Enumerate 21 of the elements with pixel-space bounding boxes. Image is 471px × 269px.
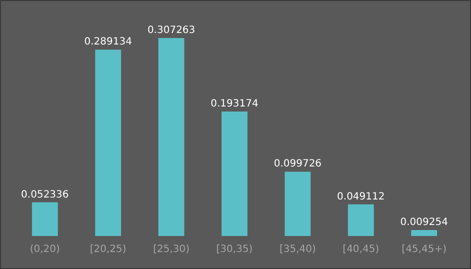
x-tick-label: [45,45+) <box>402 244 447 255</box>
bar <box>158 38 184 236</box>
bar <box>95 50 122 236</box>
data-label: 0.289134 <box>84 36 132 48</box>
data-label: 0.307263 <box>147 25 196 36</box>
x-tick-label: [30,35) <box>216 244 253 255</box>
x-tick-label: [40,45) <box>342 244 380 255</box>
data-label: 0.049112 <box>337 191 385 202</box>
data-label: 0.052336 <box>21 189 69 200</box>
data-label: 0.009254 <box>400 217 448 228</box>
bar <box>284 172 311 236</box>
x-tick-label: [25,30) <box>153 244 190 255</box>
bar <box>222 112 248 236</box>
x-tick-label: [35,40) <box>279 244 316 255</box>
x-tick-label: (0,20) <box>30 244 60 255</box>
bar <box>411 230 438 236</box>
data-label: 0.193174 <box>210 98 258 110</box>
bar <box>32 202 58 236</box>
x-tick-label: [20,25) <box>90 244 126 255</box>
bar <box>348 204 374 236</box>
data-label: 0.099726 <box>274 158 322 170</box>
